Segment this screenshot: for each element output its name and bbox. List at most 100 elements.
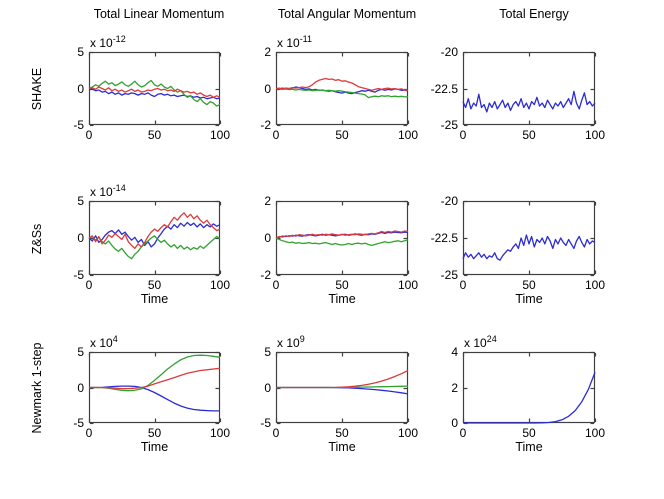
ytick-label: 2	[264, 45, 271, 59]
series-z-component	[275, 77, 409, 91]
ytick-label: 0	[264, 81, 271, 96]
series-y-component	[88, 79, 221, 107]
series-z-component	[88, 212, 221, 250]
subplot-0	[88, 51, 222, 127]
xtick-label: 0	[85, 128, 93, 142]
time-axis-label: Time	[515, 440, 543, 454]
xtick-label: 0	[459, 426, 467, 440]
ytick-label: 5	[264, 345, 271, 359]
xtick-label: 50	[335, 278, 349, 292]
time-axis-label: Time	[328, 292, 356, 306]
xtick-label: 100	[584, 426, 606, 440]
xtick-label: 100	[397, 278, 419, 292]
xtick-label: 50	[147, 278, 162, 292]
ytick-label: -25	[440, 118, 458, 132]
ytick-label: -5	[73, 118, 84, 132]
ytick-label: 5	[77, 345, 84, 359]
ytick-label: -20	[440, 45, 458, 59]
time-axis-label: Time	[515, 292, 543, 306]
xtick-label: 0	[272, 278, 280, 292]
time-axis-label: Time	[140, 440, 169, 454]
series-y-component	[275, 87, 409, 99]
exponent-label: x 10-12	[90, 34, 126, 50]
ytick-label: -5	[260, 416, 271, 430]
xtick-label: 50	[335, 128, 349, 142]
series-y-component	[89, 354, 221, 392]
xtick-label: 50	[522, 128, 536, 142]
axes-box	[88, 200, 221, 276]
xtick-label: 100	[397, 426, 419, 440]
time-axis-label: Time	[140, 292, 169, 306]
xtick-label: 50	[522, 278, 536, 292]
series-z-component	[89, 367, 221, 390]
xtick-label: 50	[522, 426, 536, 440]
xtick-label: 100	[209, 278, 231, 292]
ytick-label: 4	[451, 345, 458, 359]
ytick-label: -20	[440, 194, 458, 208]
xtick-label: 100	[584, 128, 606, 142]
axes-box	[462, 351, 596, 424]
ytick-label: -2	[260, 268, 271, 282]
ytick-label: 5	[77, 45, 84, 59]
exponent-label: x 10-11	[277, 34, 313, 50]
series-total-energy	[462, 90, 596, 113]
subplot-2	[462, 51, 597, 127]
subplot-8	[462, 351, 597, 425]
axes-box	[462, 51, 596, 126]
xtick-label: 0	[272, 128, 280, 142]
axes-box	[275, 200, 409, 276]
xtick-label: 100	[209, 426, 231, 440]
ytick-label: -22.5	[430, 81, 458, 96]
subplot-1	[275, 51, 410, 127]
series-total-energy	[462, 234, 596, 261]
xtick-label: 0	[459, 128, 467, 142]
exponent-label: x 109	[277, 334, 305, 350]
time-axis-label: Time	[328, 440, 356, 454]
xtick-label: 0	[272, 426, 280, 440]
subplot-3	[88, 200, 222, 277]
ytick-label: 0	[77, 231, 84, 245]
axes-box	[462, 200, 596, 276]
ytick-label: 0	[451, 416, 458, 430]
xtick-label: 0	[459, 278, 467, 292]
ytick-label: -5	[73, 416, 84, 430]
subplot-6	[88, 351, 222, 425]
ytick-label: 0	[264, 231, 271, 245]
xtick-label: 100	[584, 278, 606, 292]
ytick-label: 0	[77, 380, 84, 395]
exponent-label: x 1024	[464, 334, 497, 350]
series-z-component	[88, 86, 221, 98]
series-total-energy	[463, 372, 596, 424]
xtick-label: 0	[85, 278, 93, 292]
series-x-component	[89, 385, 220, 412]
xtick-label: 0	[85, 426, 93, 440]
series-y-component	[88, 235, 221, 260]
series-y-component	[275, 237, 409, 247]
ytick-label: 2	[451, 380, 458, 395]
xtick-label: 50	[147, 128, 162, 142]
subplot-4	[275, 200, 410, 277]
series-x-component	[88, 221, 221, 248]
ytick-label: 0	[77, 81, 84, 96]
column-title-linear-momentum: Total Linear Momentum	[93, 7, 225, 21]
column-title-total-energy: Total Energy	[499, 7, 569, 21]
series-z-component	[275, 230, 409, 239]
xtick-label: 100	[209, 128, 231, 142]
exponent-label: x 10-14	[90, 183, 126, 199]
ytick-label: 5	[77, 194, 84, 208]
ytick-label: -22.5	[430, 231, 458, 245]
exponent-label: x 104	[90, 334, 118, 350]
ytick-label: -25	[440, 268, 458, 282]
ytick-label: -5	[73, 268, 84, 282]
series-x-component	[275, 231, 409, 239]
subplot-5	[462, 200, 597, 277]
ytick-label: 2	[264, 194, 271, 208]
column-title-angular-momentum: Total Angular Momentum	[277, 7, 417, 21]
xtick-label: 100	[397, 128, 419, 142]
ytick-label: 0	[264, 380, 271, 395]
series-x-component	[88, 87, 221, 100]
xtick-label: 50	[147, 426, 162, 440]
xtick-label: 50	[335, 426, 349, 440]
series-z-component	[276, 369, 409, 389]
